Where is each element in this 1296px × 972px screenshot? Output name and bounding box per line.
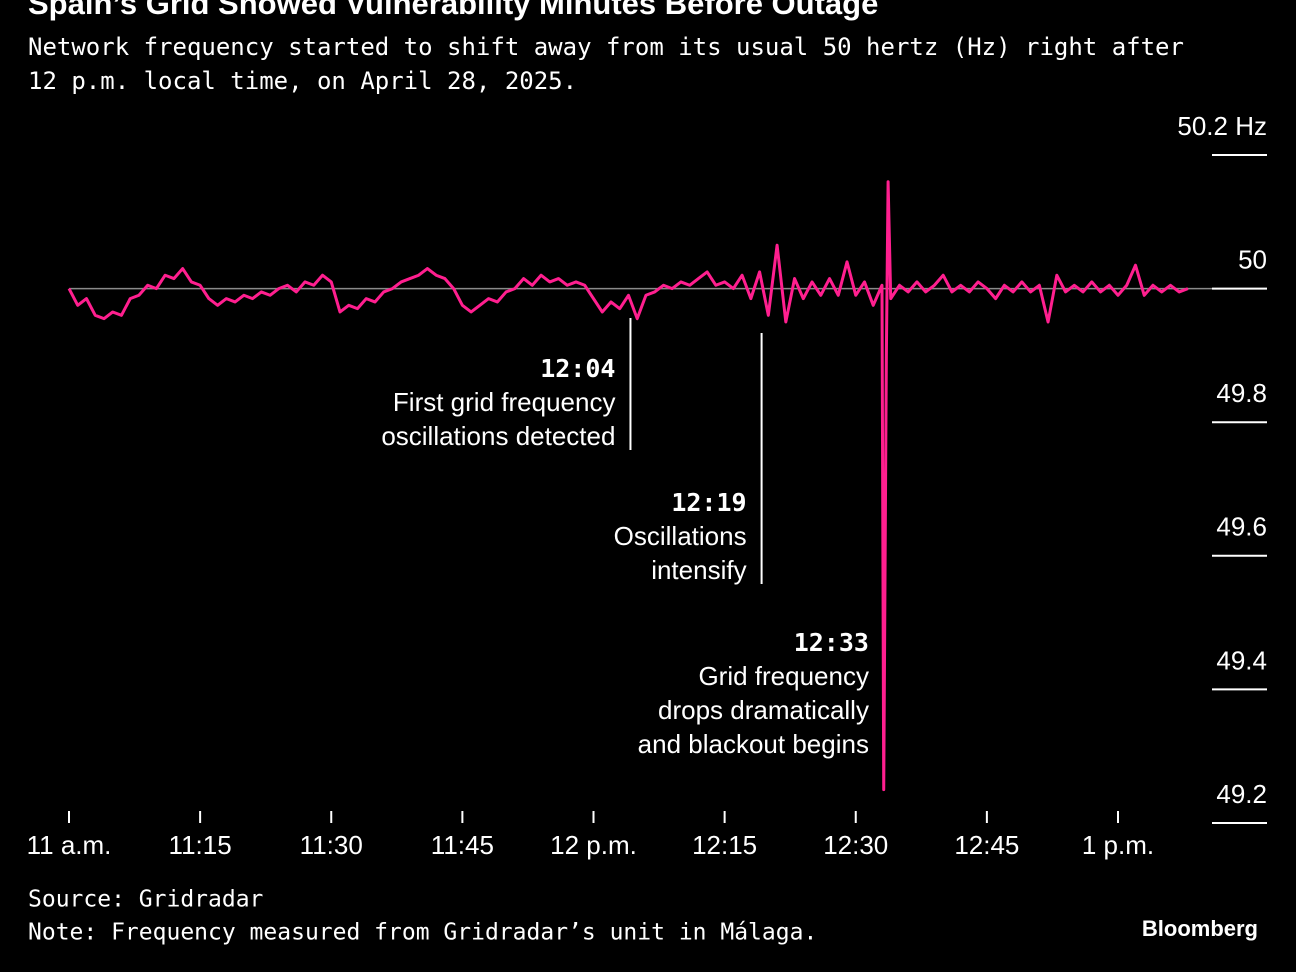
brand: Bloomberg [1142, 916, 1258, 941]
x-tick-label: 11:15 [169, 830, 232, 860]
data-line [67, 180, 1189, 792]
x-tick-label: 11:30 [300, 830, 363, 860]
x-tick-label: 11 a.m. [27, 830, 112, 860]
x-tick-label: 12:45 [954, 830, 1019, 860]
y-tick-label: 50.2 Hz [1177, 111, 1267, 141]
annotation-text: drops dramatically [658, 695, 869, 725]
chart-title: Spain’s Grid Showed Vulnerability Minute… [28, 0, 878, 21]
subtitle: 12 p.m. local time, on April 28, 2025. [28, 67, 577, 95]
y-tick-label: 50 [1238, 244, 1267, 274]
annotation-text: oscillations detected [381, 421, 615, 451]
x-tick-label: 11:45 [431, 830, 494, 860]
x-tick-label: 12:30 [823, 830, 888, 860]
x-tick-label: 12:15 [692, 830, 757, 860]
annotation-time: 12:19 [671, 488, 746, 517]
x-tick-label: 1 p.m. [1082, 830, 1154, 860]
annotation-text: First grid frequency [393, 387, 616, 417]
source: Source: Gridradar [28, 887, 263, 913]
annotation-time: 12:33 [794, 628, 869, 657]
annotation-time: 12:04 [540, 354, 615, 383]
subtitle: Network frequency started to shift away … [28, 33, 1184, 61]
y-tick-label: 49.4 [1216, 645, 1267, 675]
y-tick-label: 49.2 [1216, 779, 1267, 809]
annotation-text: Grid frequency [698, 661, 869, 691]
annotation-text: and blackout begins [638, 729, 869, 759]
y-tick-label: 49.8 [1216, 378, 1267, 408]
annotation-text: intensify [651, 555, 746, 585]
x-tick-label: 12 p.m. [550, 830, 637, 860]
y-tick-label: 49.6 [1216, 512, 1267, 542]
note: Note: Frequency measured from Gridradar’… [28, 920, 817, 946]
annotation-text: Oscillations [614, 521, 747, 551]
